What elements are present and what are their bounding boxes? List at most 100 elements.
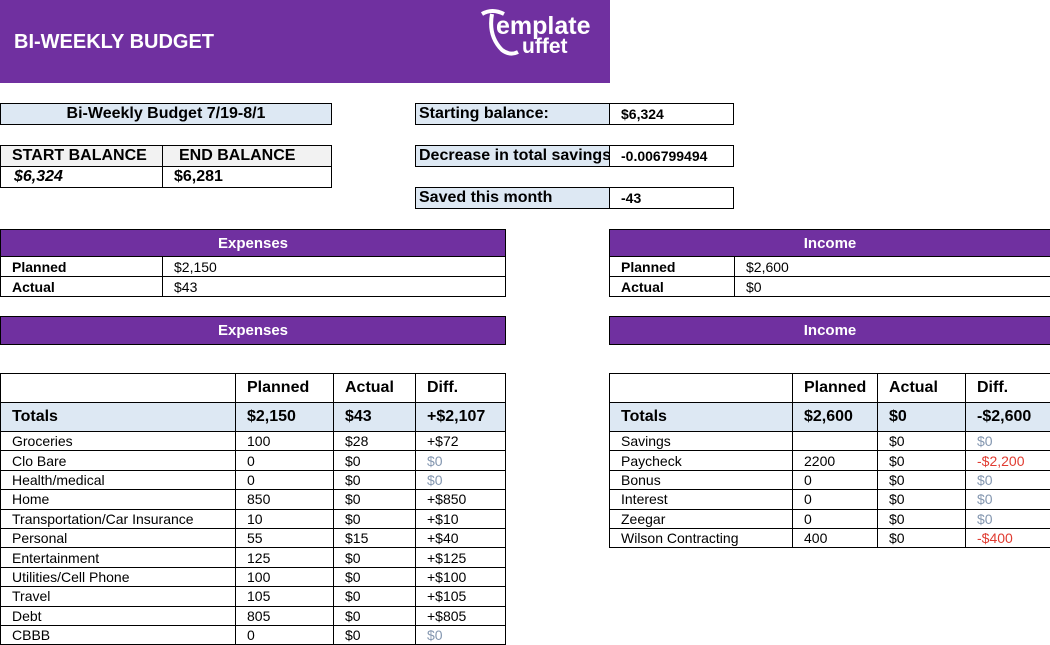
row-value: 100 [235, 431, 334, 452]
totals-cell: $43 [333, 402, 416, 432]
logo-line-1: emplate [496, 12, 591, 40]
stat-value: -43 [609, 187, 734, 209]
row-value: $0 [877, 450, 966, 471]
summary-label: Planned [609, 256, 735, 277]
row-value: +$805 [415, 605, 506, 626]
row-value: 10 [235, 508, 334, 529]
totals-cell: $2,150 [235, 402, 334, 432]
stat-label: Decrease in total savings [415, 145, 610, 167]
banner: Income [609, 316, 1050, 345]
row-value: $0 [415, 625, 506, 645]
row-value: $0 [333, 586, 416, 607]
banner: Expenses [0, 316, 506, 345]
row-value: 850 [235, 489, 334, 510]
row-value: $0 [333, 469, 416, 491]
period: Bi-Weekly Budget 7/19-8/1 [0, 103, 332, 125]
row-label: Utilities/Cell Phone [0, 566, 236, 588]
start-value: $6,324 [0, 166, 163, 188]
row-label: Paycheck [609, 450, 793, 471]
row-label: Savings [609, 431, 793, 452]
header-cell: Planned [792, 373, 878, 403]
stat-label: Starting balance: [415, 103, 610, 125]
row-value: $0 [333, 450, 416, 471]
totals-cell: Totals [0, 402, 236, 432]
header-title: BI-WEEKLY BUDGET [14, 31, 215, 53]
row-value: 0 [792, 489, 878, 510]
row-value: $0 [333, 566, 416, 588]
summary-value: $43 [162, 276, 506, 297]
row-value: +$40 [415, 528, 506, 549]
stat-label: Saved this month [415, 187, 610, 209]
row-value: $0 [965, 489, 1050, 510]
summary-value: $2,600 [734, 256, 1050, 277]
row-value: $0 [333, 605, 416, 626]
row-label: Transportation/Car Insurance [0, 508, 236, 529]
row-label: Interest [609, 489, 793, 510]
row-value: $0 [965, 508, 1050, 529]
header-cell [609, 373, 793, 403]
totals-cell: $0 [877, 402, 966, 432]
totals-cell: -$2,600 [965, 402, 1050, 432]
logo-line-2: uffet [522, 35, 568, 58]
row-value: 105 [235, 586, 334, 607]
row-label: Bonus [609, 469, 793, 491]
end-value: $6,281 [162, 166, 332, 188]
summary-value: $0 [734, 276, 1050, 297]
row-value: $0 [333, 508, 416, 529]
row-value: $0 [333, 547, 416, 568]
logo-mark [480, 9, 519, 56]
row-label: Travel [0, 586, 236, 607]
row-value: $0 [333, 489, 416, 510]
summary-label: Planned [0, 256, 163, 277]
header-bar [0, 0, 610, 83]
row-value: 125 [235, 547, 334, 568]
row-value: -$400 [965, 528, 1050, 549]
row-value: $0 [877, 469, 966, 491]
totals-cell: +$2,107 [415, 402, 506, 432]
row-label: Clo Bare [0, 450, 236, 471]
row-value: $28 [333, 431, 416, 452]
row-label: CBBB [0, 625, 236, 645]
row-label: Home [0, 489, 236, 510]
row-value: +$850 [415, 489, 506, 510]
row-value: $0 [877, 508, 966, 529]
header-cell: Diff. [415, 373, 506, 403]
row-label: Wilson Contracting [609, 528, 793, 549]
header-cell: Diff. [965, 373, 1050, 403]
stat-value: -0.006799494 [609, 145, 734, 167]
row-label: Health/medical [0, 469, 236, 491]
row-value: 0 [235, 450, 334, 471]
row-value: $0 [965, 431, 1050, 452]
totals-cell: $2,600 [792, 402, 878, 432]
row-value [792, 431, 878, 452]
row-value: $0 [877, 528, 966, 549]
row-value: $0 [877, 431, 966, 452]
row-value: 400 [792, 528, 878, 549]
summary-label: Actual [0, 276, 163, 297]
row-value: 0 [792, 508, 878, 529]
start-label: START BALANCE [0, 145, 163, 167]
end-label: END BALANCE [162, 145, 332, 167]
row-value: +$105 [415, 586, 506, 607]
row-value: 55 [235, 528, 334, 549]
header-cell [0, 373, 236, 403]
summary-title: Income [609, 229, 1050, 257]
summary-value: $2,150 [162, 256, 506, 277]
row-value: $15 [333, 528, 416, 549]
row-value: 805 [235, 605, 334, 626]
row-value: $0 [415, 469, 506, 491]
row-label: Entertainment [0, 547, 236, 568]
row-value: $0 [333, 625, 416, 645]
row-value: +$10 [415, 508, 506, 529]
row-value: -$2,200 [965, 450, 1050, 471]
summary-label: Actual [609, 276, 735, 297]
totals-cell: Totals [609, 402, 793, 432]
row-value: +$72 [415, 431, 506, 452]
row-label: Debt [0, 605, 236, 626]
header-cell: Actual [333, 373, 416, 403]
stat-value: $6,324 [609, 103, 734, 125]
header-cell: Actual [877, 373, 966, 403]
row-label: Groceries [0, 431, 236, 452]
row-label: Personal [0, 528, 236, 549]
